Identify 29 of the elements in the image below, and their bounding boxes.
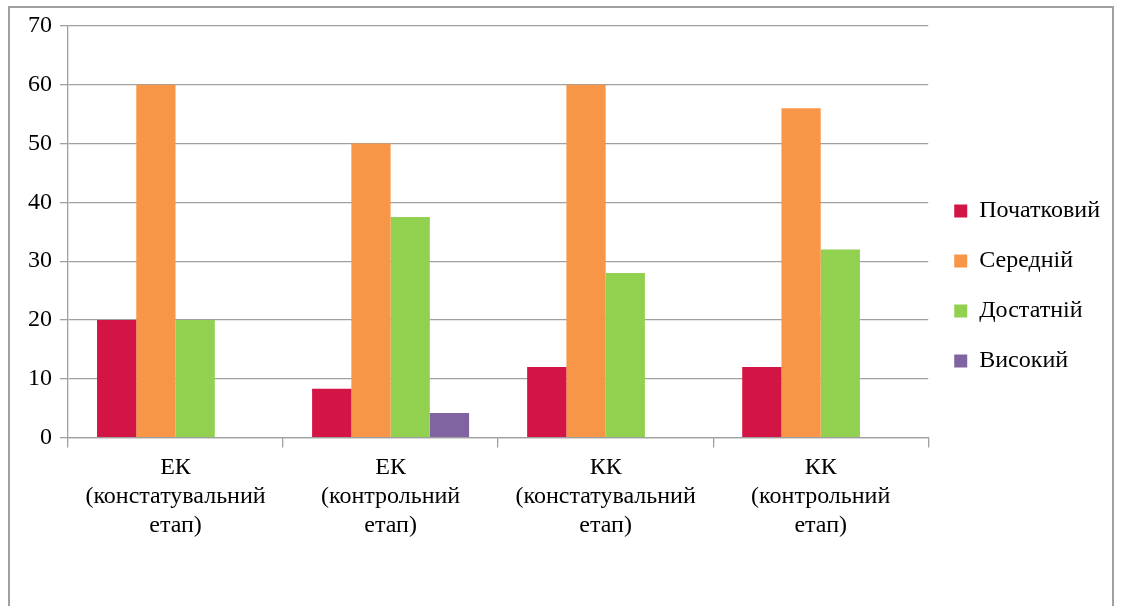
bar bbox=[429, 412, 470, 437]
bar bbox=[781, 108, 821, 437]
bar bbox=[566, 84, 606, 437]
y-tick-label: 50 bbox=[28, 128, 52, 155]
bar bbox=[175, 320, 215, 437]
legend-label: Середній bbox=[979, 246, 1074, 273]
bar bbox=[351, 143, 391, 437]
bar bbox=[390, 217, 430, 437]
legend-label: Початковий bbox=[979, 196, 1101, 223]
bar bbox=[97, 320, 137, 437]
y-tick-label: 10 bbox=[28, 364, 52, 391]
x-tick-label: ЕК (контрольний етап) bbox=[320, 453, 461, 537]
y-tick-label: 30 bbox=[28, 246, 52, 273]
bar bbox=[527, 367, 567, 437]
x-tick-label: КК (констатувальний етап) bbox=[515, 453, 696, 537]
y-tick-label: 0 bbox=[40, 422, 52, 449]
y-tick-label: 70 bbox=[28, 11, 52, 38]
y-tick-label: 20 bbox=[28, 305, 52, 332]
bar bbox=[742, 367, 782, 437]
legend-label: Високий bbox=[979, 346, 1069, 373]
bar bbox=[136, 84, 176, 437]
y-tick-label: 60 bbox=[28, 70, 52, 97]
bar bbox=[605, 272, 645, 437]
bar bbox=[312, 388, 352, 437]
x-tick-label: ЕК (констатувальний етап) bbox=[85, 453, 266, 537]
legend-label: Достатній bbox=[979, 296, 1083, 323]
x-tick-label: КК (контрольний етап) bbox=[751, 453, 891, 537]
bar bbox=[820, 249, 860, 437]
y-tick-label: 40 bbox=[28, 187, 52, 214]
